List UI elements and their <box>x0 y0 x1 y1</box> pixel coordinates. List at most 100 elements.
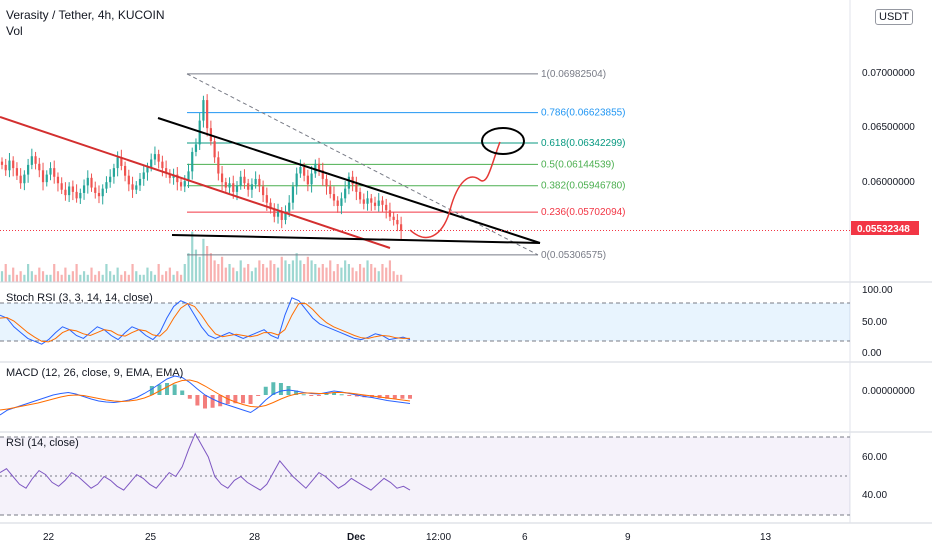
volume-bar <box>299 260 302 282</box>
candle-body <box>332 194 336 201</box>
macd-histogram-bar <box>210 395 215 408</box>
macd-histogram-bar <box>248 395 253 404</box>
candle-body <box>310 173 313 185</box>
candle-body <box>97 192 101 197</box>
candle-body <box>142 172 145 179</box>
candle-body <box>388 210 392 217</box>
candle-body <box>317 163 321 171</box>
rsi-line <box>0 432 411 491</box>
macd-axis-label: 0.00000000 <box>862 386 915 397</box>
fib-level-label: 0.786(0.06623855) <box>541 108 626 119</box>
volume-bar <box>321 264 324 282</box>
candle-body <box>262 186 265 196</box>
candle-body <box>280 211 283 220</box>
volume-bar <box>116 267 119 282</box>
price-axis-label: 0.06000000 <box>862 177 915 188</box>
volume-bar <box>86 274 89 282</box>
volume-bar <box>4 264 7 282</box>
candle-body <box>138 178 142 186</box>
candle-body <box>381 200 384 205</box>
stoch-d-line <box>0 303 410 343</box>
candle-body <box>168 173 171 178</box>
volume-bar <box>247 264 250 282</box>
rsi-axis-label: 60.00 <box>862 452 887 463</box>
candle-body <box>235 185 239 192</box>
volume-bar <box>165 271 168 282</box>
volume-bar <box>276 267 280 282</box>
candle-body <box>340 198 343 206</box>
volume-bar <box>291 260 295 282</box>
rsi-line <box>0 432 411 491</box>
projection-path <box>409 141 501 239</box>
volume-bar <box>38 267 41 282</box>
candle-body <box>64 189 67 196</box>
candle-body <box>206 100 209 129</box>
volume-bar <box>138 274 142 282</box>
volume-bar <box>388 260 392 282</box>
candle-body <box>400 224 403 231</box>
candle-body <box>336 200 339 206</box>
candle-body <box>34 156 37 164</box>
macd-histogram-bar <box>400 395 405 399</box>
volume-bar <box>325 267 328 282</box>
candlesticks <box>0 94 403 239</box>
volume-bar <box>194 249 198 282</box>
candle-body <box>265 195 268 203</box>
currency-badge[interactable]: USDT <box>875 9 913 25</box>
volume-bar <box>220 256 224 282</box>
macd-histogram-bar <box>263 386 268 395</box>
macd-histogram-bar <box>392 395 397 399</box>
volume-bar <box>392 271 395 282</box>
candle-body <box>161 161 164 169</box>
volume-bar <box>332 271 336 282</box>
current-price-tag <box>851 221 919 235</box>
fib-level-label: 0.236(0.05702094) <box>541 207 626 218</box>
stoch-rsi-label[interactable]: Stoch RSI (3, 3, 14, 14, close) <box>6 292 153 304</box>
candle-body <box>276 211 280 217</box>
candle-body <box>79 192 82 199</box>
volume-bar <box>217 264 220 282</box>
price-axis-label: 0.07000000 <box>862 68 915 79</box>
volume-bar <box>373 267 377 282</box>
fib-level-label: 0.5(0.06144539) <box>541 159 614 170</box>
candle-body <box>179 182 183 187</box>
volume-bar <box>191 231 194 282</box>
candle-body <box>366 198 369 204</box>
volume-bar <box>306 256 309 282</box>
candle-body <box>288 202 291 212</box>
candle-body <box>213 141 216 158</box>
candle-body <box>146 167 149 173</box>
volume-bar <box>187 253 190 282</box>
candle-body <box>150 159 153 168</box>
macd-signal-line <box>0 379 411 411</box>
candle-body <box>4 164 7 171</box>
volume-bar <box>366 260 369 282</box>
macd-histogram-bar <box>172 384 177 395</box>
candle-body <box>23 174 26 184</box>
macd-histogram-bar <box>294 390 299 395</box>
volume-bar <box>123 271 127 282</box>
candle-body <box>153 154 157 160</box>
candle-body <box>284 211 287 220</box>
volume-bar <box>362 267 365 282</box>
volume-bar <box>41 271 45 282</box>
candle-body <box>19 175 22 184</box>
rsi-label[interactable]: RSI (14, close) <box>6 437 79 449</box>
candle-body <box>68 186 71 196</box>
volume-bar <box>303 264 306 282</box>
macd-label[interactable]: MACD (12, 26, close, 9, EMA, EMA) <box>6 367 184 379</box>
candle-body <box>254 178 257 185</box>
fib-level-label: 0.618(0.06342299) <box>541 138 626 149</box>
volume-bar <box>45 274 48 282</box>
macd-histogram-bar <box>218 395 223 407</box>
time-axis-label: 6 <box>522 532 528 543</box>
fibonacci-retracement: 1(0.06982504) 0.786(0.06623855) 0.618(0.06… <box>186 69 626 261</box>
volume-bar <box>269 260 272 282</box>
candle-body <box>27 164 30 175</box>
candle-body <box>90 177 93 188</box>
candle-body <box>220 173 224 183</box>
candle-body <box>30 156 33 165</box>
volume-bar <box>153 274 157 282</box>
macd-histogram-bar <box>332 392 337 395</box>
